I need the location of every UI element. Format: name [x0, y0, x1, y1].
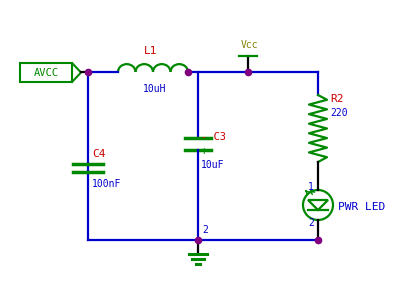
Text: 1: 1 [308, 182, 314, 192]
Text: AVCC: AVCC [33, 68, 58, 78]
Text: L1: L1 [144, 46, 158, 56]
Text: C4: C4 [92, 149, 106, 159]
Text: +: + [201, 146, 208, 156]
Text: 2: 2 [202, 225, 208, 235]
Text: - C3: - C3 [201, 132, 226, 142]
Text: PWR LED: PWR LED [338, 202, 385, 212]
Text: 10uF: 10uF [201, 160, 224, 170]
Text: 100nF: 100nF [92, 179, 121, 189]
Text: Vcc: Vcc [241, 40, 259, 50]
Text: R2: R2 [330, 94, 343, 104]
Text: 220: 220 [330, 108, 348, 118]
Text: 10uH: 10uH [143, 84, 167, 94]
Text: 2: 2 [308, 218, 314, 228]
